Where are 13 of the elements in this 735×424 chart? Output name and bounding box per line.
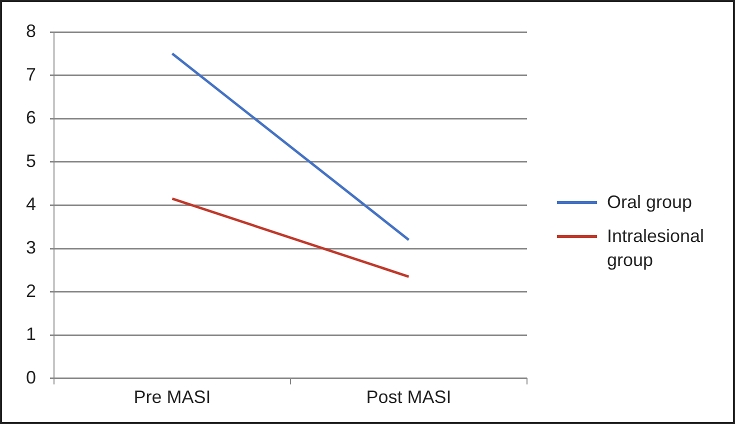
y-tick-label: 1 xyxy=(26,324,36,344)
y-tick-label: 6 xyxy=(26,108,36,128)
y-tick-label: 0 xyxy=(26,367,36,388)
x-tick-label: Pre MASI xyxy=(134,387,211,408)
x-tick-label: Post MASI xyxy=(366,387,452,408)
y-tick-label: 2 xyxy=(26,280,36,301)
y-tick-label: 8 xyxy=(26,20,36,41)
legend-label: Oral group xyxy=(607,191,694,214)
y-tick-label: 7 xyxy=(26,64,36,84)
y-tick-label: 5 xyxy=(26,150,36,171)
y-tick-label: 4 xyxy=(26,194,36,214)
legend-label: Intralesional group xyxy=(607,225,706,272)
y-tick-label: 3 xyxy=(26,237,36,258)
